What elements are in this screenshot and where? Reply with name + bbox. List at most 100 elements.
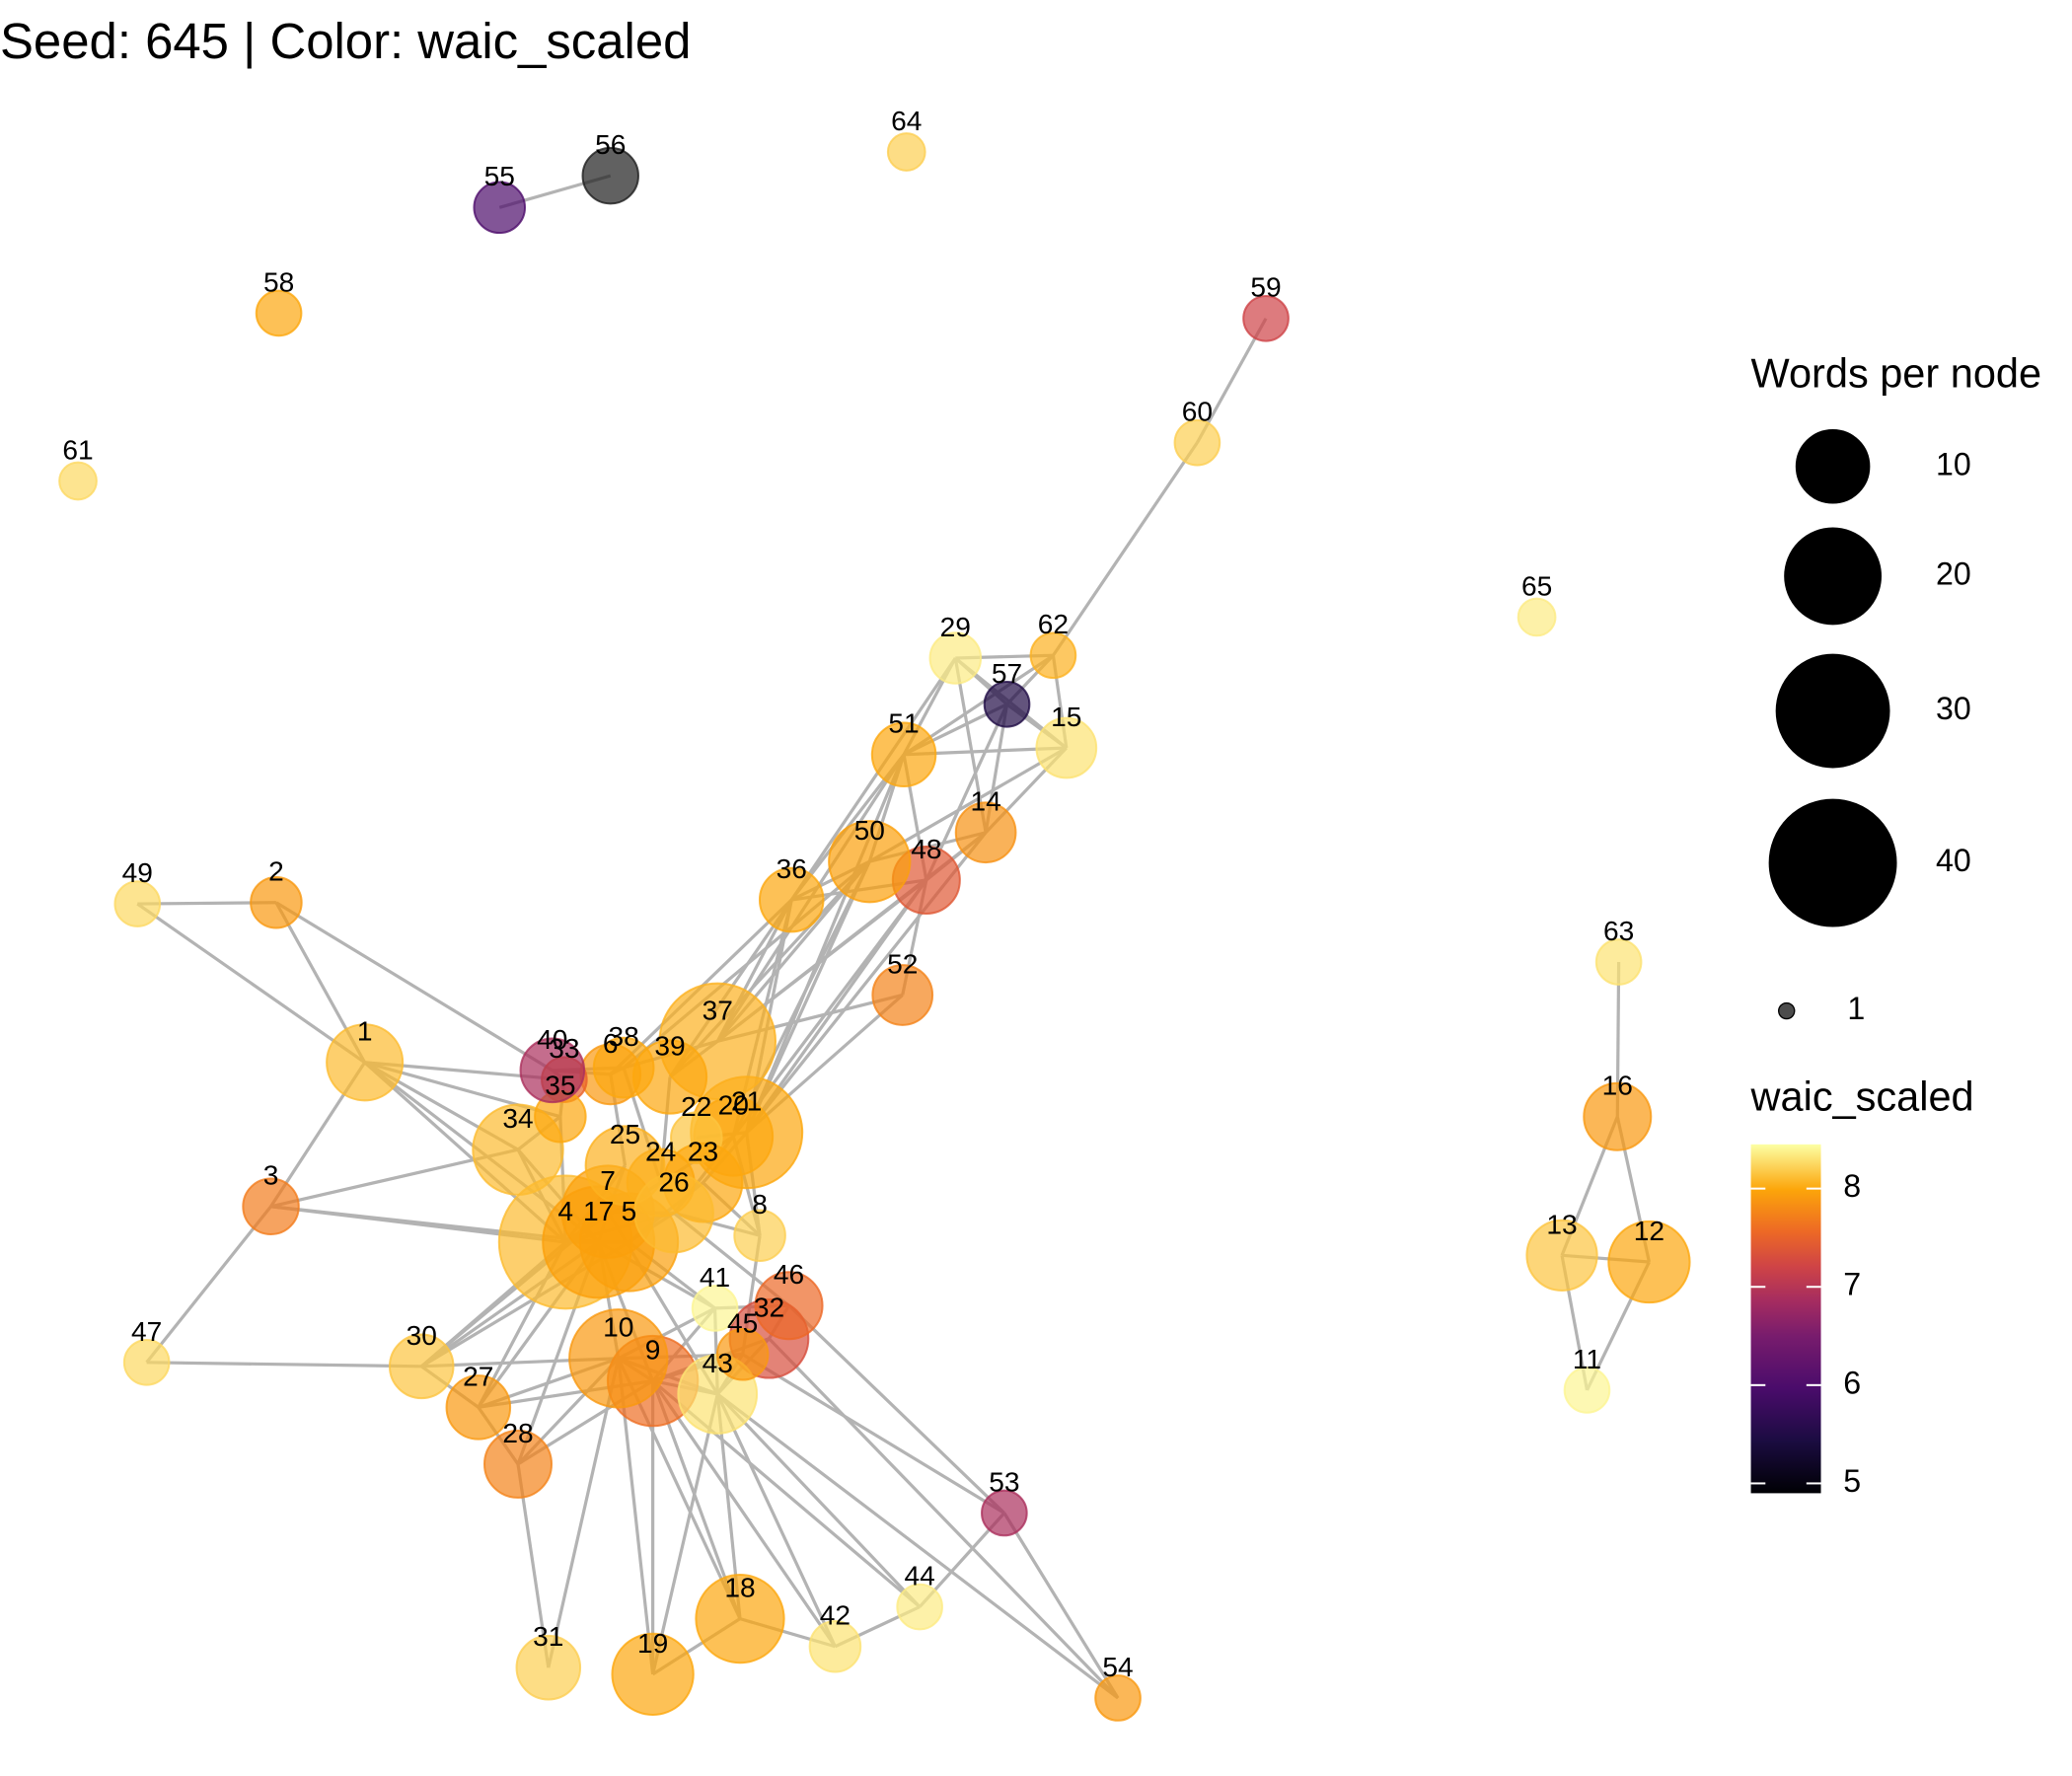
node: [808, 1619, 862, 1673]
node: [695, 1573, 785, 1665]
node: [482, 1429, 554, 1499]
node-label: 29: [940, 612, 971, 642]
node-label: 56: [595, 129, 626, 160]
size-legend-key: [1775, 653, 1890, 769]
node: [58, 461, 98, 501]
node: [255, 289, 303, 337]
node-label: 35: [545, 1071, 575, 1101]
node-label: 39: [654, 1030, 685, 1061]
edge: [1052, 441, 1199, 657]
node: [515, 1634, 582, 1701]
node-label: 50: [854, 815, 885, 846]
node: [1242, 294, 1290, 342]
colorbar-tick-label: 6: [1843, 1365, 1861, 1400]
node-label: 9: [645, 1335, 661, 1366]
edge: [789, 657, 957, 901]
node-label: 32: [754, 1293, 784, 1323]
node-label: 21: [731, 1086, 762, 1117]
edge: [716, 1392, 1120, 1700]
legend: Words per node waic_scaled 10 20 30 40 1 5 6 7 8: [1750, 350, 2042, 1499]
node: [983, 681, 1031, 728]
size-legend-label: 10: [1936, 446, 1971, 481]
node-label: 52: [887, 948, 918, 979]
node-label: 18: [724, 1573, 755, 1603]
node: [519, 1037, 586, 1104]
node-label: 41: [700, 1262, 730, 1293]
node-label: 2: [268, 856, 284, 887]
node: [1607, 1220, 1691, 1304]
node: [584, 1125, 666, 1207]
node-label: 37: [703, 995, 733, 1025]
node-label: 55: [484, 161, 515, 191]
node: [828, 820, 912, 904]
node: [896, 1583, 943, 1631]
node: [691, 1285, 739, 1332]
node: [633, 1172, 714, 1254]
size-legend-key: [1768, 798, 1897, 927]
node-label: 33: [549, 1033, 579, 1064]
node-label: 65: [1521, 570, 1552, 601]
node-label: 54: [1102, 1652, 1133, 1682]
node-label: 14: [970, 786, 1000, 817]
edge: [768, 1337, 1120, 1700]
node: [326, 1023, 405, 1102]
node: [715, 1327, 770, 1381]
node: [1029, 631, 1077, 680]
node-label: 23: [688, 1137, 718, 1167]
colorbar-tick-label: 5: [1843, 1463, 1861, 1499]
node-label: 20: [718, 1090, 749, 1121]
node-label: 42: [820, 1600, 851, 1631]
node: [981, 1489, 1028, 1537]
node: [1035, 716, 1098, 779]
color-legend-title: waic_scaled: [1750, 1073, 1974, 1119]
node: [568, 1308, 669, 1409]
node-label: 6: [603, 1028, 619, 1059]
size-legend-label: 20: [1936, 555, 1971, 591]
node-label: 40: [537, 1024, 567, 1055]
node: [1094, 1674, 1142, 1722]
node: [1525, 1219, 1598, 1292]
size-legend-title: Words per node: [1751, 350, 2042, 397]
node-label: 7: [600, 1165, 616, 1196]
node: [1563, 1367, 1611, 1414]
node-label: 12: [1634, 1216, 1665, 1246]
size-legend-label: 40: [1936, 843, 1971, 878]
node: [388, 1333, 455, 1400]
node-label: 38: [609, 1021, 639, 1052]
node-label: 17: [583, 1196, 614, 1226]
edge: [547, 1358, 621, 1668]
node-label: 53: [989, 1466, 1019, 1497]
node-label: 31: [533, 1621, 563, 1652]
node-label: 34: [502, 1103, 533, 1134]
node-label: 43: [703, 1348, 733, 1378]
edge: [145, 1205, 272, 1364]
edge: [146, 1361, 422, 1369]
node-label: 11: [1573, 1344, 1601, 1374]
nodes: [58, 132, 1691, 1722]
node-label: 22: [681, 1091, 711, 1122]
node-label: 48: [911, 834, 941, 864]
node-label: 58: [263, 266, 294, 297]
node-label: 27: [463, 1361, 493, 1391]
node: [581, 146, 639, 205]
colorbar-tick-label: 8: [1843, 1168, 1861, 1204]
chart-title: Seed: 645 | Color: waic_scaled: [0, 13, 691, 69]
node-label: 5: [622, 1196, 637, 1226]
node-label: 60: [1182, 397, 1213, 427]
node: [611, 1632, 695, 1717]
node: [1594, 938, 1643, 986]
node: [1583, 1081, 1653, 1151]
node-label: 61: [62, 434, 93, 465]
node-label: 44: [905, 1561, 935, 1591]
node: [928, 631, 983, 685]
node: [1517, 597, 1557, 637]
edge: [651, 1379, 837, 1648]
node-label: 36: [777, 853, 807, 884]
node: [758, 866, 825, 933]
node-label: 47: [131, 1316, 162, 1347]
edge: [1195, 317, 1268, 444]
node-label: 10: [603, 1312, 633, 1343]
node-label: 51: [888, 708, 919, 739]
node-label: 3: [263, 1160, 279, 1191]
